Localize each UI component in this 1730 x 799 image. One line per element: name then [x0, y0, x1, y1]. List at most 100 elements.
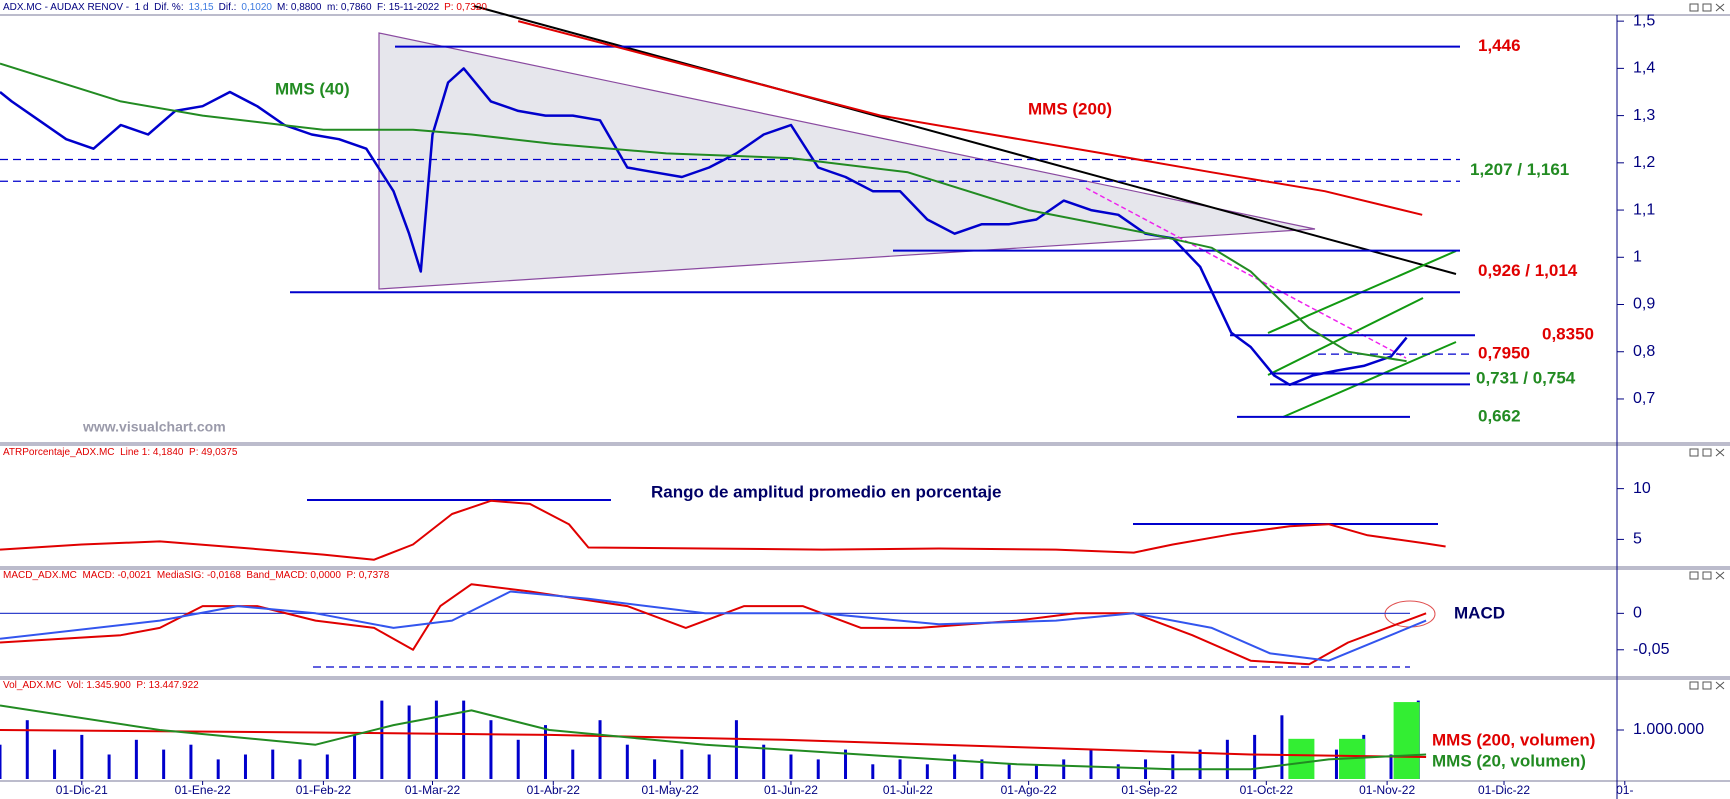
volume-bar	[1334, 749, 1338, 779]
y-tick-label: 5	[1633, 531, 1642, 548]
volume-bar	[407, 705, 411, 779]
volume-bar	[53, 749, 57, 779]
series-line	[0, 590, 1427, 662]
channel-line	[1267, 297, 1424, 376]
x-tick-label: 01-Nov-22	[1359, 783, 1415, 797]
volume-bar	[1253, 734, 1257, 779]
level-label: 0,8350	[1542, 325, 1594, 344]
volume-bar	[816, 759, 820, 779]
plot-area	[0, 20, 1475, 418]
y-tick-label: 1,1	[1633, 201, 1655, 218]
x-tick-label: 01-Sep-22	[1121, 783, 1177, 797]
header-item: MACD_ADX.MC MACD: -0,0021 MediaSIG: -0,0…	[3, 570, 390, 581]
volume-bar	[898, 759, 902, 779]
panel-header: MACD_ADX.MC MACD: -0,0021 MediaSIG: -0,0…	[3, 570, 394, 582]
volume-bar	[980, 759, 984, 779]
volume-bar	[1389, 754, 1393, 779]
volume-bar	[298, 759, 302, 779]
series-line	[0, 499, 1446, 561]
annotation: MMS (20, volumen)	[1432, 751, 1586, 770]
y-tick-label: 1.000.000	[1633, 721, 1704, 738]
volume-bar	[598, 720, 602, 779]
annotation: Rango de amplitud promedio en porcentaje	[651, 482, 1001, 501]
y-tick-label: 10	[1633, 480, 1651, 497]
volume-bar	[80, 734, 84, 779]
volume-bar	[271, 749, 275, 779]
x-tick-label: 01-Feb-22	[296, 783, 352, 797]
x-tick-label: 01-Mar-22	[405, 783, 461, 797]
plot-area	[0, 499, 1446, 561]
volume-bar	[734, 720, 738, 779]
volume-bar	[25, 720, 29, 779]
panel-header: ADX.MC - AUDAX RENOV - 1 d Dif. %: 13,15 D…	[3, 2, 492, 14]
x-tick-label: 01-Oct-22	[1240, 783, 1294, 797]
y-tick-label: 1,2	[1633, 154, 1655, 171]
volume-bar	[1062, 759, 1066, 779]
y-tick-label: 1,3	[1633, 107, 1655, 124]
trend-line	[473, 5, 1457, 275]
volume-bar	[1393, 702, 1420, 779]
y-tick-label: 1	[1633, 249, 1642, 266]
header-item: ATRPorcentaje_ADX.MC Line 1: 4,1840 P: 4…	[3, 447, 238, 458]
level-label: 0,7950	[1478, 344, 1530, 363]
x-tick-label: 01-Dic-21	[56, 783, 108, 797]
header-item: 13,15	[188, 2, 214, 13]
header-item: Dif.:	[218, 2, 237, 13]
volume-bar	[1280, 715, 1284, 779]
volume-bar	[243, 754, 247, 779]
window-buttons[interactable]	[1689, 3, 1725, 690]
header-item: 0,1020	[241, 2, 272, 13]
drawings	[307, 5, 1457, 668]
trend-line	[1085, 187, 1407, 359]
volume-bar	[1198, 749, 1202, 779]
series-line	[0, 62, 1407, 363]
panel-header: Vol_ADX.MC Vol: 1.345.900 P: 13.447.922	[3, 680, 204, 692]
volume-bar	[462, 700, 466, 779]
annotation: MMS (200, volumen)	[1432, 730, 1595, 749]
annotation: MMS (200)	[1028, 99, 1112, 118]
volume-bar	[1288, 738, 1315, 779]
x-tick-label: 01-Dic-22	[1478, 783, 1530, 797]
annotation: www.visualchart.com	[82, 419, 226, 435]
volume-bar	[543, 725, 547, 779]
series-line	[0, 704, 1427, 771]
series-line	[0, 729, 1427, 758]
volume-bar	[789, 754, 793, 779]
volume-bar	[1089, 749, 1093, 779]
volume-bar	[216, 759, 220, 779]
y-tick-label: 0,9	[1633, 296, 1655, 313]
plot-area	[0, 700, 1427, 779]
volume-bar	[1116, 764, 1120, 779]
series-line	[0, 583, 1427, 666]
volume-bar	[707, 754, 711, 779]
triangle	[378, 32, 1316, 290]
volume-bar	[653, 759, 657, 779]
volume-bar	[134, 739, 138, 779]
header-item: M: 0,8800 m: 0,7860 F: 15-11-2022	[277, 2, 440, 13]
volume-bar	[489, 720, 493, 779]
series-line	[517, 20, 1423, 216]
level-label: 1,446	[1478, 36, 1521, 55]
volume-bar	[107, 754, 111, 779]
x-tick-label: 01-May-22	[641, 783, 699, 797]
annotation: MACD	[1454, 603, 1505, 622]
volume-bar	[571, 749, 575, 779]
y-tick-label: 0	[1633, 605, 1642, 622]
panel-frames	[0, 14, 1730, 799]
volume-bar	[871, 764, 875, 779]
header-item: ADX.MC - AUDAX RENOV - 1 d Dif. %:	[3, 2, 184, 13]
volume-bar	[162, 749, 166, 779]
volume-bar	[1171, 754, 1175, 779]
volume-bar	[0, 744, 2, 779]
header-item: Vol_ADX.MC Vol: 1.345.900 P: 13.447.922	[3, 680, 199, 691]
annotation: MMS (40)	[275, 79, 350, 98]
volume-bar	[925, 764, 929, 779]
volume-bar	[680, 749, 684, 779]
volume-bar	[1225, 739, 1229, 779]
volume-bar	[434, 700, 438, 779]
volume-bar	[762, 744, 766, 779]
y-tick-label: 0,7	[1633, 390, 1655, 407]
